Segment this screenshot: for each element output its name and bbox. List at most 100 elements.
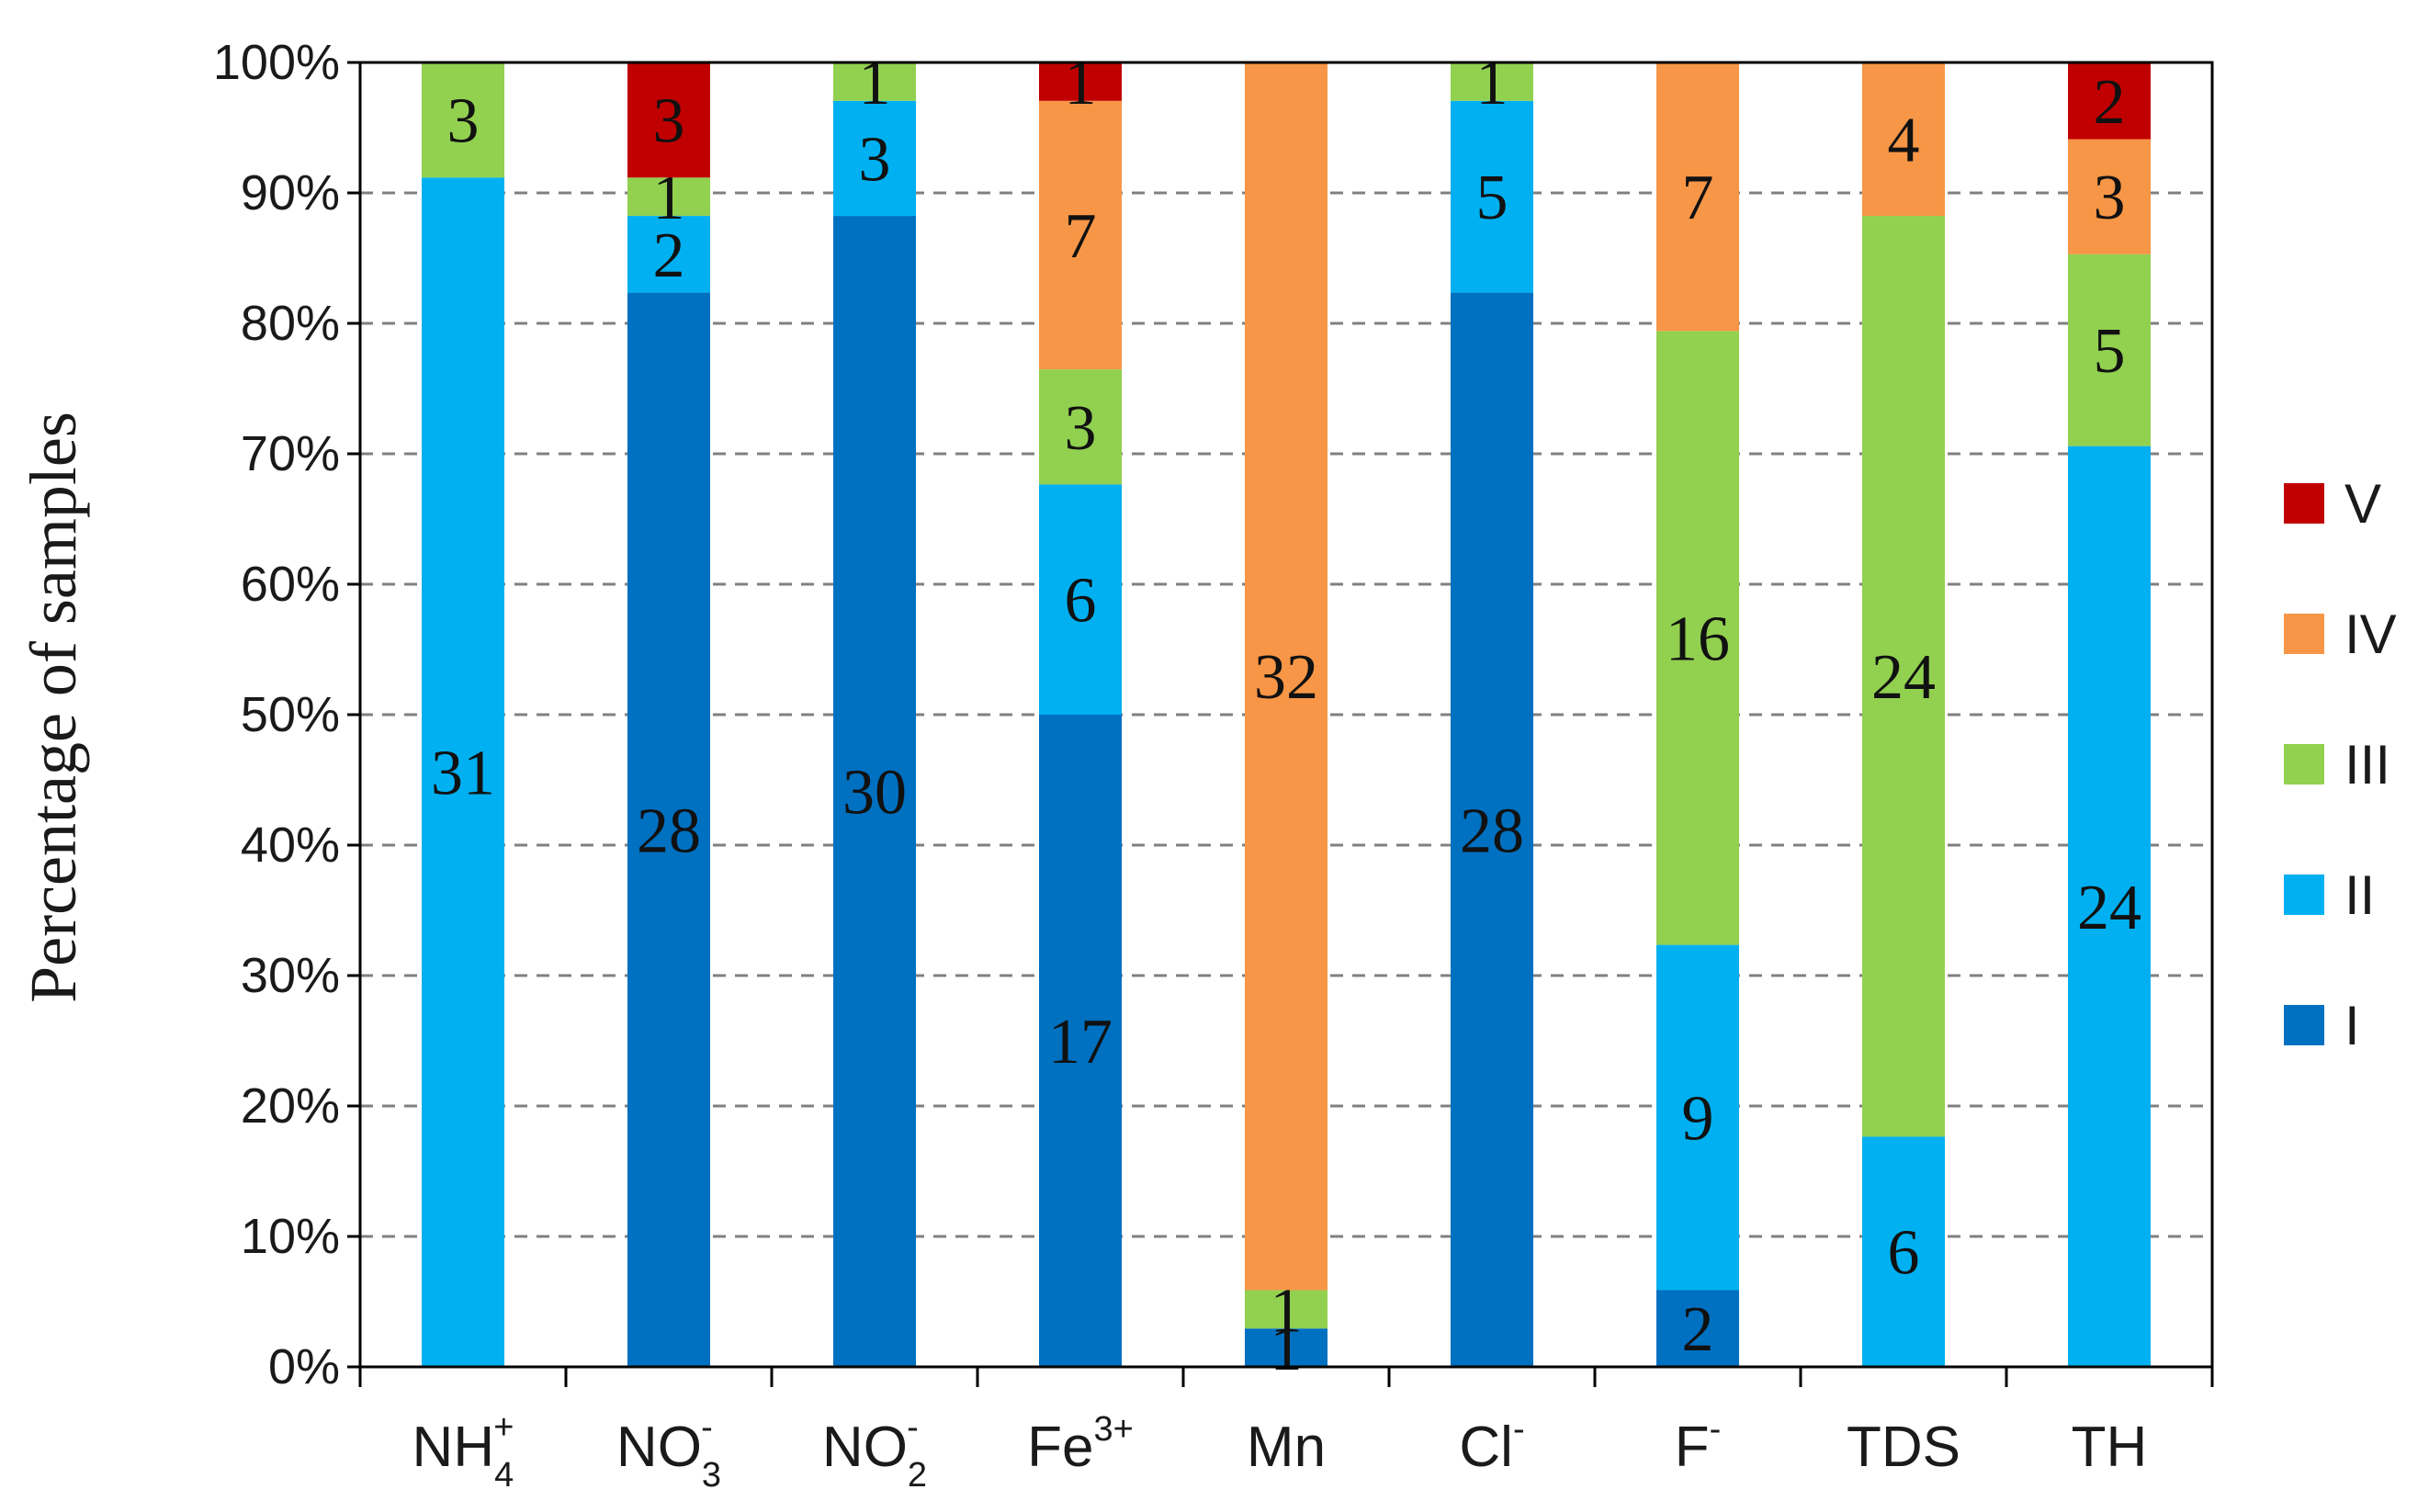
- x-tick-label: NH4+: [412, 1408, 514, 1495]
- data-label: 5: [1476, 163, 1508, 233]
- data-label: 3: [859, 124, 891, 195]
- legend-label: I: [2344, 995, 2360, 1056]
- bar-stack: 6 24 4: [1862, 62, 1945, 1367]
- y-tick-label: 60%: [241, 557, 340, 612]
- bar-segment-i: [833, 216, 916, 1367]
- data-label: 28: [1460, 795, 1524, 866]
- x-tick-label: TH: [2072, 1416, 2148, 1479]
- bar-segment-i: [1039, 715, 1122, 1367]
- data-label: 3: [1065, 393, 1097, 464]
- bar-segment-i: [627, 292, 710, 1367]
- y-tick-labels: 0% 10% 20% 30% 40% 50% 60% 70% 80% 90% 100%: [213, 35, 340, 1394]
- x-tick-label: NO2-: [822, 1408, 927, 1495]
- bar-segment-ii: [833, 100, 916, 217]
- legend-item-v: V: [2284, 473, 2381, 535]
- legend-label: V: [2344, 473, 2381, 535]
- data-label: 2: [2094, 67, 2126, 138]
- data-label: 4: [1888, 106, 1920, 176]
- legend-item-iv: IV: [2284, 604, 2397, 665]
- x-tick-label: F-: [1675, 1410, 1722, 1479]
- legend-label: II: [2344, 864, 2375, 926]
- bar-segment-v: [627, 62, 710, 178]
- data-label: 2: [653, 220, 685, 291]
- legend-item-iii: III: [2284, 734, 2390, 795]
- data-label: 31: [431, 739, 495, 809]
- legend-label: III: [2344, 734, 2390, 795]
- bar-segment-ii: [627, 216, 710, 293]
- data-label: 7: [1065, 201, 1097, 272]
- data-label: 1: [1065, 48, 1097, 118]
- bar-stack: 2 9 16 7: [1656, 62, 1739, 1367]
- bar-segment-iii: [833, 62, 916, 101]
- x-tick-label: TDS: [1847, 1416, 1960, 1479]
- bar-segment-iii: [1245, 1290, 1327, 1329]
- x-tick-label: Cl-: [1459, 1410, 1524, 1479]
- bar-segment-iii: [1451, 62, 1533, 101]
- data-label: 9: [1682, 1084, 1714, 1155]
- bar-segment-iii: [2068, 254, 2151, 446]
- axes: [347, 61, 2214, 1387]
- y-axis-label: Percentage of samples: [17, 412, 90, 1003]
- y-tick-label: 20%: [241, 1078, 340, 1134]
- legend-swatch: [2284, 1005, 2324, 1045]
- bar-segment-iv: [1245, 62, 1327, 1291]
- bar-segment-iv: [1656, 62, 1739, 332]
- data-label: 17: [1048, 1007, 1113, 1078]
- bar-segment-ii: [1451, 100, 1533, 293]
- data-label: 3: [653, 86, 685, 157]
- data-label: 6: [1065, 566, 1097, 637]
- bar-stack: 24 5 3 2: [2068, 62, 2151, 1367]
- bar-segment-i: [1451, 292, 1533, 1367]
- x-tick-label: Mn: [1247, 1416, 1326, 1479]
- bar-segment-iii: [1039, 369, 1122, 485]
- legend-label: IV: [2344, 604, 2397, 665]
- y-tick-label: 90%: [241, 165, 340, 220]
- legend-item-ii: II: [2284, 864, 2375, 926]
- x-tick-label: Fe3+: [1027, 1410, 1134, 1479]
- y-tick-label: 10%: [241, 1209, 340, 1264]
- data-label: 16: [1666, 604, 1730, 674]
- bar-segment-iii: [422, 62, 504, 178]
- x-tick-labels: NH4+ NO3- NO2- Fe3+ Mn Cl- F- TDS TH: [412, 1408, 2148, 1495]
- data-label: 2: [1682, 1294, 1714, 1365]
- bar-segment-ii: [2068, 446, 2151, 1367]
- bar-stack: 31 3: [422, 62, 504, 1368]
- data-label: 3: [447, 86, 480, 157]
- bar-segment-i: [1656, 1290, 1739, 1367]
- bar-segment-iv: [2068, 139, 2151, 254]
- data-label: 28: [637, 795, 701, 866]
- data-label: 24: [2077, 873, 2141, 943]
- legend-item-i: I: [2284, 995, 2360, 1056]
- legend-swatch: [2284, 614, 2324, 654]
- legend-swatch: [2284, 874, 2324, 915]
- bar-segment-iv: [1862, 62, 1945, 217]
- data-label: 7: [1682, 163, 1714, 233]
- data-label: 3: [2094, 163, 2126, 233]
- bar-segment-ii: [1039, 484, 1122, 715]
- y-tick-label: 0%: [268, 1339, 340, 1394]
- y-tick-label: 80%: [241, 296, 340, 351]
- data-label: 6: [1888, 1218, 1920, 1289]
- data-label: 24: [1871, 642, 1936, 713]
- bar-stack: 30 31: [833, 48, 916, 1367]
- data-label: 30: [842, 758, 907, 829]
- bar-segment-i: [1245, 1328, 1327, 1367]
- data-label: 32: [1254, 642, 1318, 713]
- legend-swatch: [2284, 483, 2324, 524]
- bar-segment-ii: [422, 177, 504, 1368]
- y-tick-label: 50%: [241, 687, 340, 742]
- y-tick-label: 100%: [213, 35, 340, 90]
- bar-segment-iii: [1656, 331, 1739, 945]
- bar-stack: 28 5 1: [1451, 48, 1533, 1367]
- bar-segment-iii: [627, 177, 710, 217]
- y-tick-label: 40%: [241, 818, 340, 873]
- bar-segment-v: [2068, 62, 2151, 140]
- bar-stack: 17 6 3 7 1: [1039, 48, 1122, 1367]
- data-label: 1: [859, 48, 891, 118]
- bar-segment-ii: [1862, 1136, 1945, 1367]
